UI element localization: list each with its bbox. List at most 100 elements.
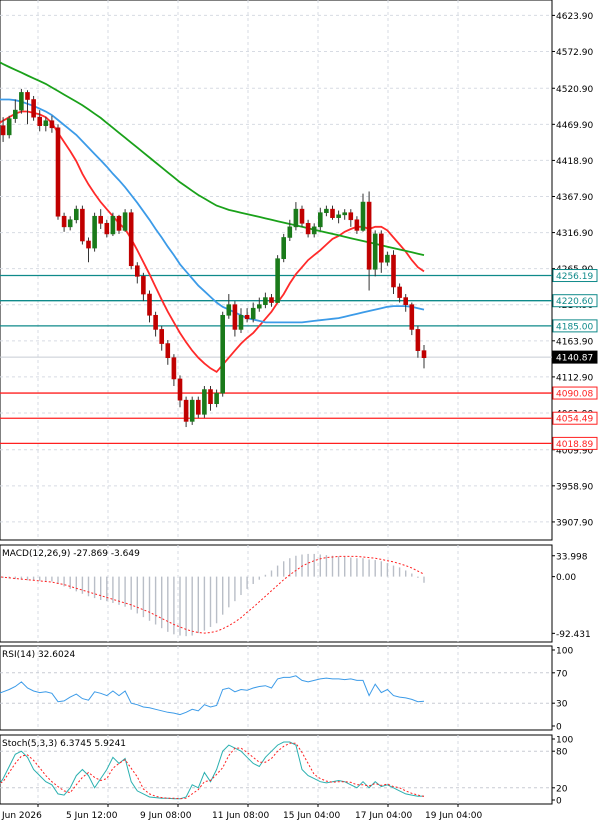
candle[interactable]	[324, 205, 329, 217]
candle[interactable]	[263, 292, 268, 309]
candle[interactable]	[366, 191, 372, 291]
candle-body	[397, 286, 402, 298]
candle[interactable]	[232, 301, 238, 337]
candle[interactable]	[67, 216, 73, 231]
candle[interactable]	[104, 219, 110, 238]
candle[interactable]	[378, 230, 384, 273]
candle[interactable]	[342, 209, 348, 220]
candle[interactable]	[421, 344, 427, 369]
moving-average-line	[0, 98, 425, 324]
candle[interactable]	[238, 308, 244, 333]
price-tick-label: 4572.90	[556, 48, 593, 58]
candle[interactable]	[110, 212, 116, 237]
candle[interactable]	[317, 207, 323, 231]
candle[interactable]	[354, 216, 360, 234]
candle[interactable]	[409, 302, 415, 336]
candle[interactable]	[55, 124, 61, 220]
candle[interactable]	[372, 230, 378, 277]
candle[interactable]	[403, 294, 409, 312]
rsi-line	[0, 675, 425, 716]
candle[interactable]	[299, 205, 305, 227]
macd-tick-label: 0.00	[556, 573, 576, 583]
candle[interactable]	[250, 302, 256, 323]
candle[interactable]	[202, 386, 207, 418]
candle[interactable]	[61, 212, 67, 232]
candle[interactable]	[13, 99, 18, 123]
candle-body	[208, 389, 213, 405]
candle[interactable]	[86, 237, 91, 263]
rsi-tick-label: 100	[556, 647, 573, 657]
candle[interactable]	[281, 233, 287, 263]
candle[interactable]	[348, 209, 354, 227]
candle[interactable]	[220, 311, 225, 397]
candle[interactable]	[397, 283, 402, 303]
candle[interactable]	[293, 202, 299, 231]
candle-body	[122, 212, 128, 231]
candle-body	[86, 240, 91, 249]
candle[interactable]	[165, 340, 171, 365]
candle[interactable]	[128, 209, 134, 270]
moving-average-line	[0, 61, 425, 256]
candle[interactable]	[135, 262, 140, 284]
panel-frame-macd	[0, 544, 553, 643]
candle[interactable]	[287, 219, 293, 241]
candle[interactable]	[116, 214, 122, 234]
macd-panel[interactable]: MACD(12,26,9) -27.869 -3.649	[0, 549, 425, 637]
stoch-d-line	[0, 742, 425, 800]
candle[interactable]	[19, 88, 24, 114]
candle[interactable]	[141, 272, 146, 302]
candle[interactable]	[153, 311, 158, 337]
candle[interactable]	[92, 212, 97, 252]
candle-body	[19, 92, 24, 111]
price-panel[interactable]	[0, 61, 552, 445]
candle[interactable]	[43, 117, 49, 132]
candle[interactable]	[214, 389, 219, 408]
candle[interactable]	[189, 396, 195, 425]
candle[interactable]	[122, 209, 128, 232]
candle-body	[43, 120, 49, 126]
candle[interactable]	[37, 110, 43, 132]
candle-body	[220, 314, 225, 394]
candle[interactable]	[311, 223, 317, 238]
candle[interactable]	[98, 209, 103, 229]
candle[interactable]	[6, 115, 12, 139]
candle[interactable]	[336, 210, 341, 224]
candle[interactable]	[269, 294, 274, 307]
candle[interactable]	[256, 297, 262, 312]
candle-body	[391, 254, 396, 288]
candle[interactable]	[415, 325, 421, 358]
candle[interactable]	[244, 308, 250, 323]
candle[interactable]	[183, 396, 189, 428]
stoch-panel[interactable]: Stoch(5,3,3) 6.3745 5.9241	[0, 739, 552, 800]
candle-body	[49, 120, 55, 129]
candle-body	[159, 329, 164, 344]
candle[interactable]	[391, 250, 396, 295]
candle-body	[147, 293, 152, 316]
candle-body	[80, 208, 85, 242]
candle[interactable]	[31, 95, 36, 121]
candle[interactable]	[159, 325, 164, 351]
candle[interactable]	[177, 375, 183, 408]
candle-body	[67, 219, 73, 228]
candle[interactable]	[208, 386, 213, 411]
candle-body	[324, 208, 329, 213]
candle[interactable]	[275, 255, 280, 303]
candle[interactable]	[171, 354, 177, 387]
candle[interactable]	[49, 115, 55, 133]
candle[interactable]	[330, 205, 335, 220]
candle-body	[244, 314, 250, 320]
candle[interactable]	[147, 290, 152, 323]
macd-signal-line	[0, 555, 425, 634]
candle[interactable]	[360, 193, 366, 232]
candle[interactable]	[385, 251, 390, 266]
candle[interactable]	[0, 117, 6, 142]
candle[interactable]	[80, 205, 85, 245]
candle[interactable]	[226, 294, 232, 319]
rsi-panel[interactable]: RSI(14) 32.6024	[0, 650, 552, 716]
candle[interactable]	[305, 219, 311, 238]
candle[interactable]	[74, 205, 79, 224]
candle[interactable]	[25, 90, 30, 125]
candle[interactable]	[196, 396, 201, 418]
